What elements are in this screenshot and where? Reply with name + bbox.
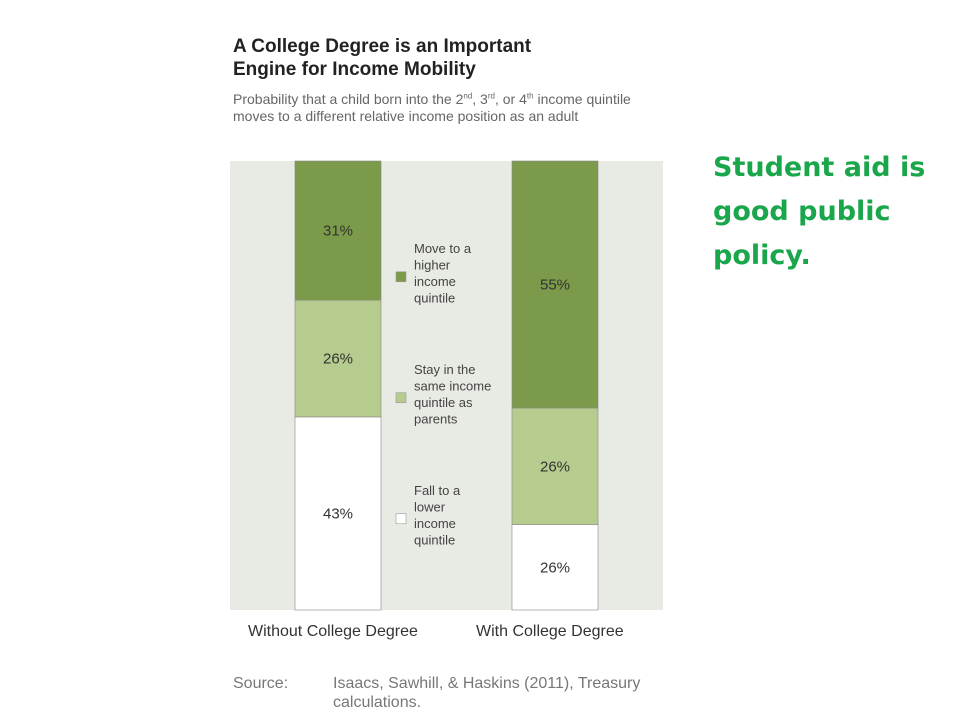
bar-value-label-0-0: 43%: [323, 505, 353, 522]
side-note-line-3: policy.: [713, 240, 811, 271]
bar-segment-with-degree-2: [511, 160, 599, 409]
source-text: Isaacs, Sawhill, & Haskins (2011), Treas…: [333, 675, 641, 711]
legend-label-1-1: same income: [414, 379, 491, 394]
subtitle-sup-nd: nd: [463, 91, 473, 101]
legend-label-0-1: higher: [414, 258, 451, 273]
subtitle-mid-1: , 3: [472, 91, 488, 107]
legend-label-1-0: Stay in the: [414, 362, 475, 377]
chart-title-line-1: A College Degree is an Important: [233, 36, 532, 57]
subtitle-prefix: Probability that a child born into the 2: [233, 91, 464, 107]
bar-segment-without-degree-2: [294, 160, 382, 301]
bar-value-label-1-0: 26%: [540, 559, 570, 576]
subtitle-suffix: income quintile moves to a different rel…: [233, 91, 631, 124]
subtitle-sup-th: th: [526, 91, 534, 101]
legend-label-2-2: income: [414, 516, 456, 531]
legend-label-0-3: quintile: [414, 291, 455, 306]
legend-label-2-0: Fall to a: [414, 483, 461, 498]
bar-segment-without-degree-0: [294, 416, 382, 611]
legend-label-1-3: parents: [414, 412, 458, 427]
legend-label-1-2: quintile as: [414, 395, 473, 410]
side-note-line-2: good public: [713, 196, 891, 227]
source-note: Source: Isaacs, Sawhill, & Haskins (2011…: [233, 674, 653, 712]
legend-swatch-1: [395, 392, 407, 404]
chart-subtitle: Probability that a child born into the 2…: [233, 91, 653, 125]
category-label-without-degree: Without College Degree: [248, 623, 418, 640]
source-label: Source:: [233, 675, 289, 692]
legend-label-0-0: Move to a: [414, 241, 472, 256]
bar-value-label-0-2: 31%: [323, 223, 353, 240]
bar-value-label-1-2: 55%: [540, 276, 570, 293]
chart-title: A College Degree is an Important Engine …: [233, 35, 653, 81]
side-note-line-1: Student aid is: [713, 152, 926, 183]
legend-label-0-2: income: [414, 274, 456, 289]
bar-segment-with-degree-0: [511, 524, 599, 611]
bar-value-label-1-1: 26%: [540, 458, 570, 475]
category-label-with-degree: With College Degree: [476, 623, 624, 640]
subtitle-sup-rd: rd: [487, 91, 495, 101]
chart-title-line-2: Engine for Income Mobility: [233, 59, 476, 80]
subtitle-mid-2: , or 4: [494, 91, 527, 107]
bar-value-label-0-1: 26%: [323, 351, 353, 368]
legend-label-2-3: quintile: [414, 533, 455, 548]
bar-segment-without-degree-1: [294, 299, 382, 418]
legend-label-2-1: lower: [414, 500, 446, 515]
legend-swatch-2: [395, 513, 407, 525]
side-note: Student aid is good public policy.: [713, 146, 943, 278]
legend-swatch-0: [395, 271, 407, 283]
bar-segment-with-degree-1: [511, 407, 599, 525]
